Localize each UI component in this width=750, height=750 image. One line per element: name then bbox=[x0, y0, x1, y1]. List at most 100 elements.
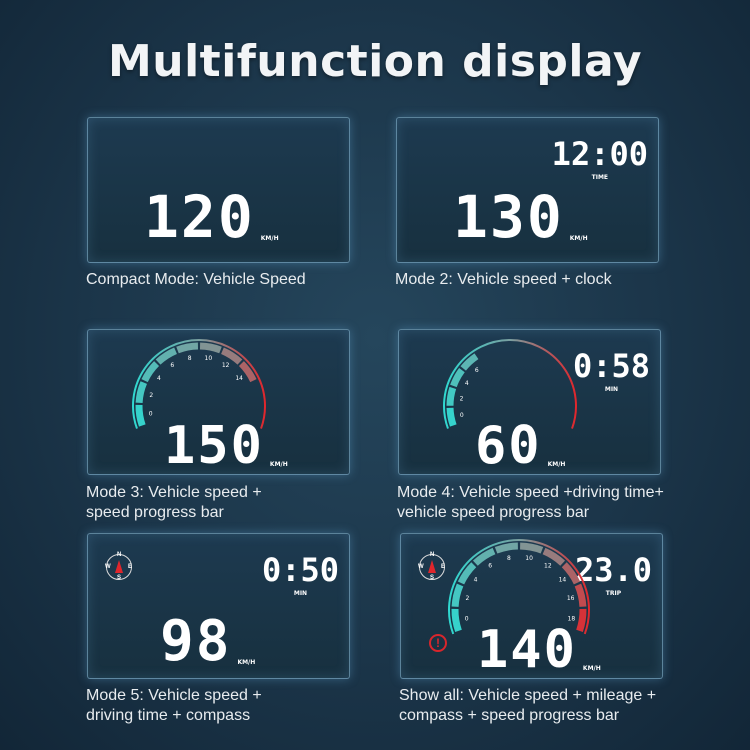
gauge-segment bbox=[451, 608, 462, 632]
compass-needle bbox=[428, 560, 436, 573]
gauge-segment bbox=[542, 547, 566, 566]
mode-caption: Mode 2: Vehicle speed + clock bbox=[395, 271, 612, 288]
display-mode-panel: 120 KM/H bbox=[87, 117, 350, 263]
mode-caption: compass + speed progress bar bbox=[399, 707, 620, 724]
secondary-readout-group: 23.0 TRIP bbox=[575, 554, 652, 597]
compass-direction: N bbox=[117, 552, 122, 558]
gauge-segment bbox=[238, 361, 257, 383]
display-mode-panel: 130 KM/H 12:00 TIME bbox=[396, 117, 659, 263]
mode-caption: Show all: Vehicle speed + mileage + bbox=[399, 687, 657, 704]
mode-caption: Mode 5: Vehicle speed + bbox=[86, 687, 262, 704]
gauge-tick-label: 12 bbox=[222, 362, 230, 369]
mode-caption: vehicle speed progress bar bbox=[397, 504, 590, 521]
compass-direction: S bbox=[430, 575, 435, 581]
gauge-arc bbox=[443, 339, 577, 429]
speed-readout-row: 98 KM/H bbox=[160, 614, 255, 670]
gauge-tick-label: 2 bbox=[149, 392, 153, 399]
gauge-tick-label: 18 bbox=[568, 615, 576, 622]
compass-needle bbox=[115, 560, 123, 573]
display-mode-panel: 60 KM/H 0:58 MIN 0 2 4 6 bbox=[398, 329, 661, 475]
gauge-segment bbox=[472, 547, 496, 566]
gauge-tick-label: 4 bbox=[157, 375, 161, 382]
secondary-label: TRIP bbox=[605, 590, 622, 597]
speed-readout-row: 120 KM/H bbox=[144, 188, 279, 246]
secondary-readout-group: 0:58 MIN bbox=[573, 350, 650, 393]
gauge-segment bbox=[446, 386, 457, 406]
gauge-tick-label: 0 bbox=[465, 615, 469, 622]
gauge-segment bbox=[446, 407, 457, 427]
speed-readout-row: 60 KM/H bbox=[475, 420, 565, 472]
gauge-segment bbox=[494, 542, 519, 554]
gauge-segment bbox=[135, 381, 148, 404]
gauge-tick-label: 8 bbox=[188, 355, 192, 362]
speed-progress-gauge: 0 2 4 6 8 10 12 14 16 18 bbox=[448, 539, 590, 635]
display-mode-panel: 98 KM/H 0:50 MIN N E S W bbox=[87, 533, 350, 679]
gauge-segment bbox=[574, 583, 587, 607]
gauge-tick-label: 2 bbox=[465, 595, 469, 602]
gauge-tick-label: 2 bbox=[460, 395, 464, 402]
gauge-tick-label: 4 bbox=[465, 380, 469, 387]
gauge-tick-label: 0 bbox=[149, 411, 153, 418]
warning-icon: ! bbox=[429, 634, 447, 652]
gauge-arc bbox=[132, 339, 266, 429]
gauge-tick-label: 12 bbox=[544, 563, 552, 570]
gauge-tick-label: 10 bbox=[525, 555, 533, 562]
speed-unit: KM/H bbox=[582, 665, 601, 672]
mode-caption: Mode 3: Vehicle speed + bbox=[86, 484, 262, 501]
speed-progress-gauge: 0 2 4 6 8 10 12 14 bbox=[132, 339, 266, 429]
gauge-tick-label: 6 bbox=[488, 563, 492, 570]
speed-readout-row: 130 KM/H bbox=[453, 188, 588, 246]
gauge-tick-label: 14 bbox=[559, 577, 567, 584]
gauge-tick-label: 4 bbox=[474, 577, 478, 584]
gauge-segment bbox=[457, 562, 477, 585]
mode-caption: driving time + compass bbox=[86, 707, 251, 724]
speed-readout: 130 bbox=[453, 183, 564, 251]
compass-direction: E bbox=[128, 564, 133, 570]
speed-readout: 60 bbox=[475, 416, 542, 476]
secondary-label: MIN bbox=[604, 386, 619, 393]
gauge-segment bbox=[561, 562, 581, 585]
display-mode-panel: 140 KM/H 23.0 TRIP 0 2 4 6 8 10 12 14 16 18 N E S W! bbox=[400, 533, 663, 679]
compass-direction: E bbox=[441, 564, 446, 570]
gauge-segment bbox=[176, 342, 199, 354]
gauge-segment bbox=[519, 542, 544, 554]
gauge-tick-label: 6 bbox=[475, 367, 479, 374]
secondary-readout: 23.0 bbox=[574, 551, 652, 589]
speed-readout: 98 bbox=[160, 609, 232, 674]
gauge-segment bbox=[141, 361, 160, 383]
speed-unit: KM/H bbox=[260, 235, 279, 242]
gauge-tick-label: 16 bbox=[567, 595, 575, 602]
speed-readout-row: 150 KM/H bbox=[164, 420, 288, 472]
secondary-readout-group: 12:00 TIME bbox=[552, 138, 648, 181]
compass-direction: W bbox=[105, 564, 111, 570]
compass-direction: N bbox=[430, 552, 435, 558]
gauge-tick-label: 0 bbox=[460, 412, 464, 419]
gauge-segment bbox=[199, 342, 222, 354]
gauge-segment bbox=[155, 347, 178, 365]
gauge-segment bbox=[450, 368, 465, 388]
speed-progress-gauge: 0 2 46 bbox=[443, 339, 577, 429]
gauge-segment bbox=[135, 404, 146, 427]
secondary-readout: 0:50 bbox=[261, 551, 339, 589]
gauge-tick-label: 10 bbox=[205, 355, 213, 362]
secondary-readout: 12:00 bbox=[551, 135, 648, 173]
mode-caption: speed progress bar bbox=[86, 504, 224, 521]
secondary-readout-group: 0:50 MIN bbox=[262, 554, 339, 597]
speed-unit: KM/H bbox=[547, 461, 566, 468]
gauge-tick-label: 8 bbox=[507, 555, 511, 562]
secondary-label: TIME bbox=[591, 174, 609, 181]
speed-unit: KM/H bbox=[237, 659, 256, 666]
gauge-arc bbox=[448, 539, 590, 635]
speed-unit: KM/H bbox=[269, 461, 288, 468]
speed-readout: 150 bbox=[164, 416, 264, 476]
secondary-readout: 0:58 bbox=[572, 347, 650, 385]
display-mode-panel: 150 KM/H 0 2 4 6 8 10 12 14 bbox=[87, 329, 350, 475]
gauge-segment bbox=[451, 583, 464, 607]
speed-readout: 120 bbox=[144, 183, 255, 251]
mode-caption: Mode 4: Vehicle speed +driving time+ bbox=[397, 484, 664, 501]
gauge-segment bbox=[460, 353, 479, 371]
gauge-segment bbox=[220, 347, 243, 365]
speed-unit: KM/H bbox=[569, 235, 588, 242]
